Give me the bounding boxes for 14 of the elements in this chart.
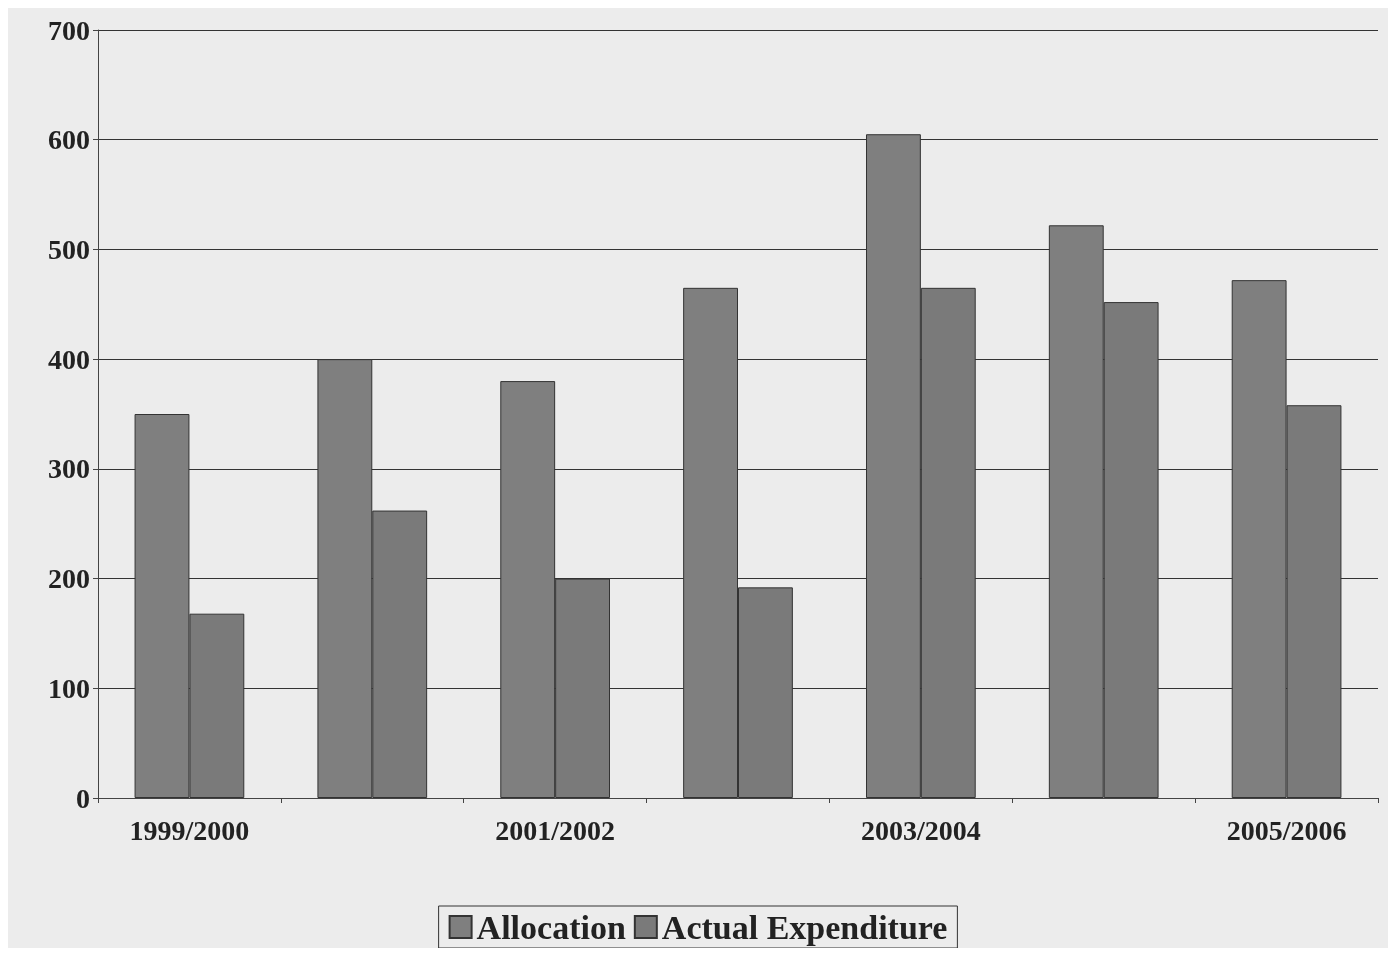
y-tick-label: 700 <box>48 14 90 46</box>
x-tick-label: 1999/2000 <box>129 814 250 846</box>
legend-label: Actual Expenditure <box>661 908 948 946</box>
y-tick-label: 600 <box>48 124 90 156</box>
x-tick-label: 2001/2002 <box>495 814 616 846</box>
x-tick-label: 2003/2004 <box>860 814 981 846</box>
y-tick-label: 200 <box>48 563 90 595</box>
y-tick-label: 300 <box>48 453 90 485</box>
y-tick-label: 0 <box>76 782 90 814</box>
y-tick-label: 100 <box>48 672 90 704</box>
legend-label: Allocation <box>476 908 626 946</box>
y-tick-label: 400 <box>48 343 90 375</box>
y-tick-label: 500 <box>48 233 90 265</box>
x-tick-label: 2005/2006 <box>1226 814 1347 846</box>
